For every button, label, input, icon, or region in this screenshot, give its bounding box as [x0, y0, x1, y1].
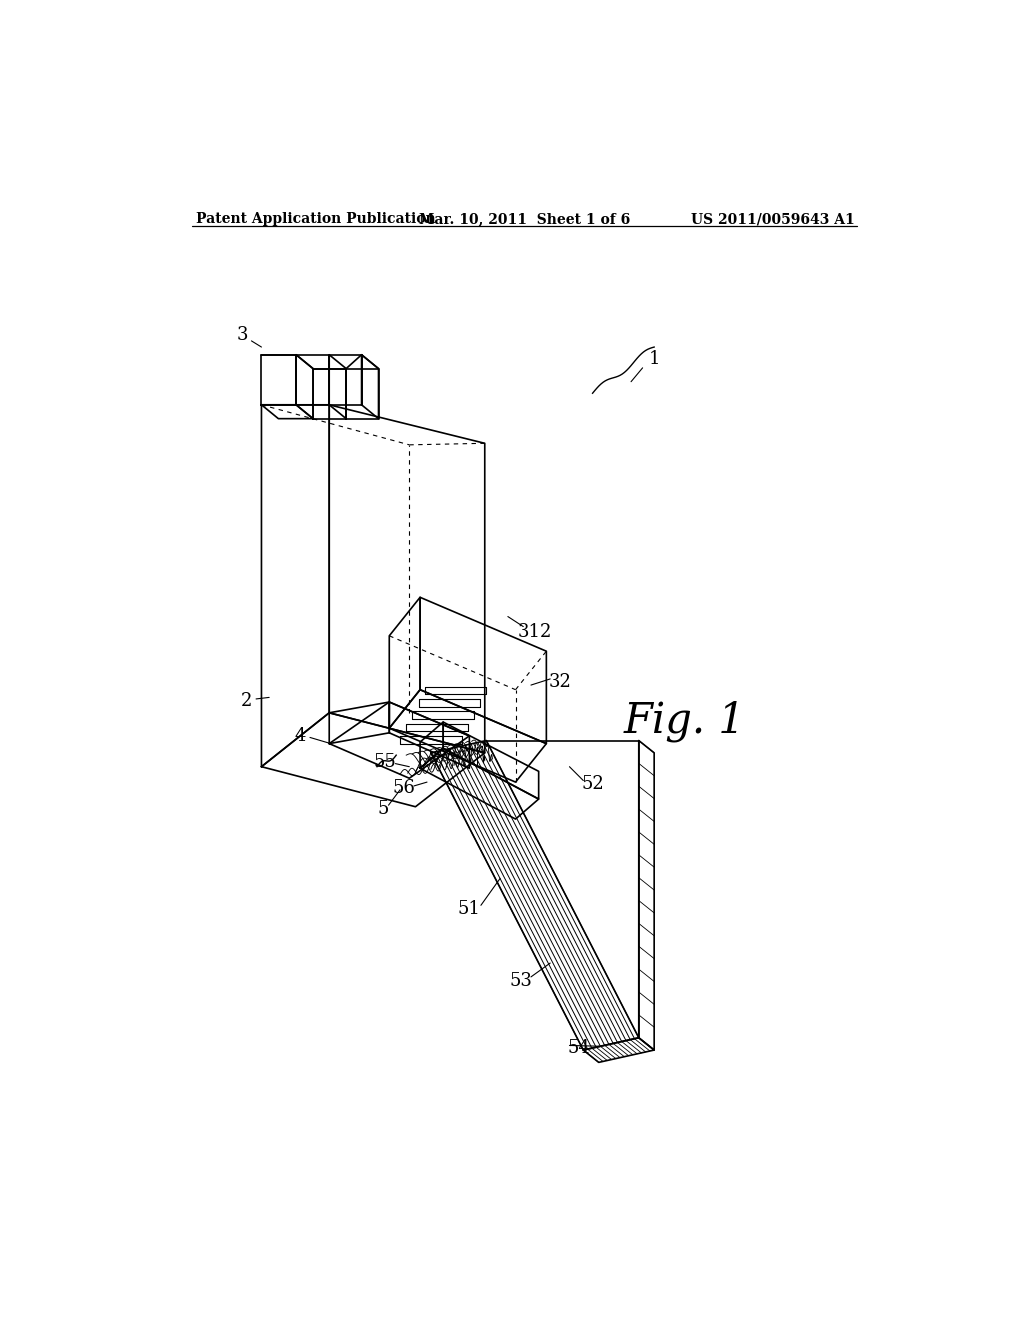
Text: 52: 52 [582, 775, 604, 792]
Text: 1: 1 [648, 350, 659, 367]
Text: 3: 3 [237, 326, 248, 345]
Text: US 2011/0059643 A1: US 2011/0059643 A1 [690, 213, 854, 226]
Text: 5: 5 [378, 800, 389, 818]
Text: Mar. 10, 2011  Sheet 1 of 6: Mar. 10, 2011 Sheet 1 of 6 [419, 213, 631, 226]
Text: 312: 312 [517, 623, 552, 642]
Text: 55: 55 [374, 754, 396, 771]
Text: Patent Application Publication: Patent Application Publication [196, 213, 435, 226]
Text: 32: 32 [549, 673, 571, 690]
Text: 54: 54 [567, 1039, 590, 1057]
Text: 53: 53 [510, 972, 532, 990]
Text: 51: 51 [458, 900, 481, 919]
Text: 4: 4 [294, 727, 305, 744]
Text: 56: 56 [392, 779, 416, 797]
Text: Fig. 1: Fig. 1 [624, 700, 745, 742]
Text: 2: 2 [241, 692, 252, 710]
